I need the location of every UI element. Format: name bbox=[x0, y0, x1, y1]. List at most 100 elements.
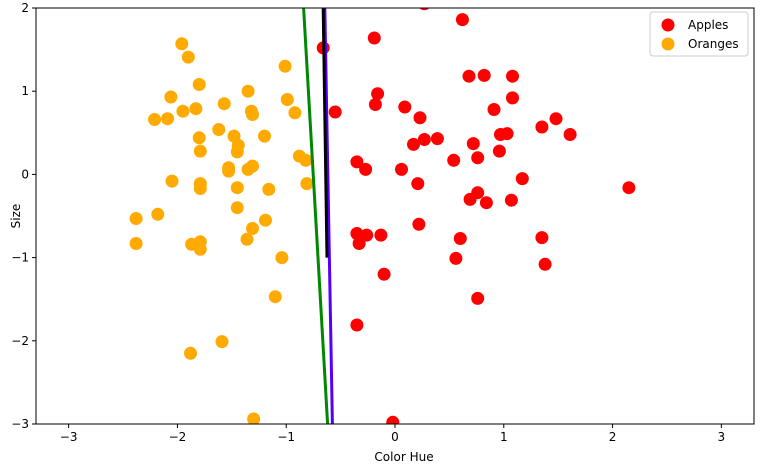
legend: Apples Oranges bbox=[649, 11, 749, 57]
x-axis: −3 −2 −1 0 1 2 3 bbox=[60, 424, 725, 444]
apples-point bbox=[535, 231, 549, 245]
oranges-point bbox=[184, 346, 197, 360]
apples-point bbox=[413, 111, 427, 125]
apples-point bbox=[407, 137, 420, 151]
x-tick-label: 3 bbox=[718, 430, 726, 444]
apples-point bbox=[411, 177, 425, 191]
apples-point bbox=[398, 100, 412, 114]
oranges-point bbox=[280, 93, 294, 106]
apples-point bbox=[538, 257, 552, 271]
plot-frame bbox=[35, 7, 755, 425]
oranges-point bbox=[212, 123, 226, 136]
apples-point bbox=[359, 162, 373, 176]
oranges-point bbox=[176, 104, 190, 118]
y-tick-label: 2 bbox=[21, 1, 29, 15]
apples-point bbox=[455, 13, 469, 27]
oranges-point bbox=[217, 97, 231, 111]
oranges-point bbox=[165, 174, 179, 188]
legend-box bbox=[649, 11, 749, 57]
oranges-point bbox=[151, 207, 165, 221]
oranges-point bbox=[240, 232, 254, 246]
apples-point bbox=[367, 31, 381, 45]
apples-point bbox=[462, 69, 476, 83]
apples-point bbox=[350, 227, 364, 240]
oranges-point bbox=[193, 182, 207, 195]
apples-point bbox=[466, 137, 480, 151]
oranges-point bbox=[246, 108, 259, 121]
oranges-point bbox=[278, 59, 292, 73]
apples-point bbox=[374, 228, 388, 242]
oranges-point bbox=[175, 37, 189, 51]
oranges-point bbox=[247, 412, 261, 424]
apples-point bbox=[350, 318, 364, 332]
oranges-point bbox=[230, 181, 244, 195]
apples-point bbox=[487, 103, 501, 116]
apples-point bbox=[622, 181, 636, 195]
x-tick-label: −1 bbox=[277, 430, 295, 444]
oranges-point bbox=[262, 182, 276, 196]
legend-marker-oranges bbox=[661, 37, 675, 51]
decision-boundary-line bbox=[321, 8, 329, 258]
x-tick-label: 0 bbox=[391, 430, 399, 444]
oranges-point bbox=[300, 177, 314, 191]
y-axis-label: Size bbox=[9, 204, 23, 229]
apples-point bbox=[377, 267, 391, 281]
oranges-point bbox=[215, 335, 229, 349]
oranges-point bbox=[299, 153, 313, 167]
oranges-point bbox=[161, 112, 175, 126]
apples-point bbox=[504, 193, 518, 207]
legend-label-apples: Apples bbox=[688, 18, 728, 32]
y-tick-label: −2 bbox=[11, 334, 29, 348]
apples-point bbox=[447, 153, 461, 167]
oranges-point bbox=[258, 129, 271, 143]
apples-point bbox=[419, 8, 430, 11]
oranges-point bbox=[230, 145, 244, 159]
oranges-point bbox=[192, 78, 206, 91]
apples-point bbox=[371, 87, 385, 101]
x-tick-label: 2 bbox=[609, 430, 617, 444]
x-axis-label: Color Hue bbox=[374, 450, 433, 464]
oranges-point bbox=[193, 242, 207, 256]
apples-point bbox=[449, 251, 463, 265]
oranges-point bbox=[241, 84, 255, 98]
apples-point bbox=[563, 128, 577, 141]
oranges-point bbox=[181, 50, 195, 64]
oranges-point bbox=[164, 90, 178, 104]
oranges-point bbox=[230, 201, 244, 215]
oranges-point bbox=[288, 106, 302, 120]
oranges-point bbox=[222, 164, 236, 178]
apples-point bbox=[492, 144, 506, 158]
x-tick-label: −2 bbox=[169, 430, 187, 444]
apples-point bbox=[506, 69, 519, 83]
apples-point bbox=[453, 232, 467, 245]
y-tick-label: 0 bbox=[21, 167, 29, 181]
plot-area bbox=[129, 8, 636, 424]
apples-point bbox=[479, 196, 493, 210]
x-tick-label: 1 bbox=[500, 430, 508, 444]
y-tick-label: −1 bbox=[11, 251, 29, 265]
y-tick-label: −3 bbox=[11, 417, 29, 431]
apples-point bbox=[477, 68, 491, 82]
oranges-point bbox=[189, 102, 203, 116]
apples-point bbox=[430, 132, 444, 146]
apples-point bbox=[471, 291, 485, 305]
oranges-point bbox=[268, 290, 282, 304]
apples-point bbox=[463, 192, 477, 206]
y-axis: −3 −2 −1 0 1 2 bbox=[11, 1, 36, 431]
oranges-point bbox=[246, 222, 259, 235]
apples-point bbox=[368, 98, 382, 111]
x-tick-label: −3 bbox=[60, 430, 78, 444]
oranges-point bbox=[192, 131, 206, 145]
oranges-point bbox=[148, 113, 162, 126]
legend-label-oranges: Oranges bbox=[688, 37, 739, 51]
apples-point bbox=[350, 155, 364, 169]
apples-point bbox=[535, 120, 549, 134]
apples-point bbox=[500, 127, 514, 141]
apples-point bbox=[386, 415, 400, 424]
apples-point bbox=[417, 133, 431, 146]
legend-marker-apples bbox=[661, 18, 675, 32]
apples-point bbox=[360, 228, 374, 242]
apples-point bbox=[328, 105, 342, 119]
apples-point bbox=[352, 237, 366, 250]
